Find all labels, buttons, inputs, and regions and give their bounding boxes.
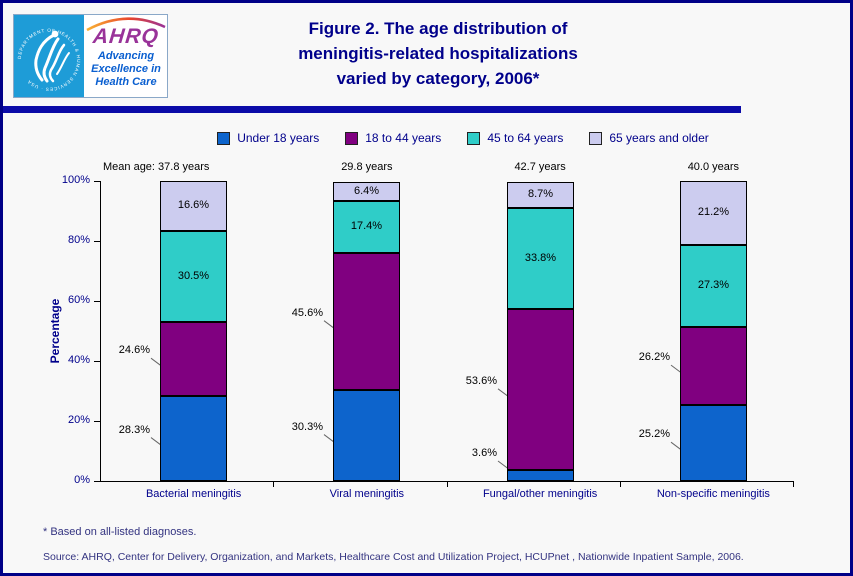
x-tick-mark — [446, 481, 448, 487]
bar-segment — [507, 181, 574, 208]
segment-label: 27.3% — [697, 278, 730, 291]
legend-label: 45 to 64 years — [487, 131, 564, 145]
bar-segment — [160, 396, 227, 481]
figure-title-line: meningitis-related hospitalizations — [298, 44, 578, 63]
y-axis-line — [100, 181, 101, 481]
legend-item: Under 18 years — [217, 131, 319, 145]
bar-segment — [333, 390, 400, 481]
segment-label: 53.6% — [465, 374, 497, 387]
segment-label: 28.3% — [118, 423, 150, 436]
figure-title-line: Figure 2. The age distribution of — [308, 19, 568, 38]
segment-label: 6.4% — [353, 184, 380, 197]
segment-label: 30.3% — [291, 420, 323, 433]
tagline-line: Advancing — [97, 50, 155, 62]
figure-title: Figure 2. The age distribution of mening… — [133, 16, 743, 91]
legend-swatch — [467, 131, 481, 145]
y-tick-label: 60% — [67, 294, 90, 306]
tagline-line: Health Care — [95, 76, 157, 88]
footnote: * Based on all-listed diagnoses. — [43, 526, 197, 538]
x-axis-label: Fungal/other meningitis — [482, 488, 598, 500]
bar-segment — [333, 253, 400, 391]
x-axis-label: Non-specific meningitis — [656, 488, 770, 500]
legend-item: 18 to 44 years — [345, 131, 441, 145]
bar-segment — [160, 181, 227, 231]
hhs-seal-icon: DEPARTMENT OF HEALTH & HUMAN SERVICES · … — [14, 15, 84, 97]
legend-label: Under 18 years — [237, 131, 320, 145]
legend-swatch — [589, 131, 603, 145]
chart-legend: Under 18 years 18 to 44 years 45 to 64 yea… — [123, 131, 803, 145]
bar-segment — [507, 309, 574, 471]
bar-segment — [507, 208, 574, 310]
legend-swatch — [217, 131, 231, 145]
hhs-eagle-icon: DEPARTMENT OF HEALTH & HUMAN SERVICES · … — [17, 28, 80, 92]
bar-segment — [160, 230, 227, 323]
segment-label: 25.2% — [638, 428, 670, 441]
x-axis-label: Bacterial meningitis — [145, 488, 242, 500]
x-axis-label: Viral meningitis — [329, 488, 405, 500]
bar-segment — [507, 470, 574, 481]
bar-segment — [680, 326, 747, 406]
mean-age-label: 29.8 years — [341, 161, 393, 173]
legend-item: 65 years and older — [589, 131, 709, 145]
y-tick-mark — [94, 241, 100, 242]
x-tick-mark — [273, 481, 275, 487]
segment-label: 17.4% — [350, 220, 383, 233]
ahrq-swoosh-icon — [86, 17, 166, 32]
ahrq-hhs-logo: DEPARTMENT OF HEALTH & HUMAN SERVICES · … — [13, 14, 168, 98]
ahrq-tagline: Advancing Excellence in Health Care — [91, 50, 161, 89]
tagline-line: Excellence in — [91, 63, 161, 75]
y-tick-mark — [94, 301, 100, 302]
y-tick-label: 20% — [67, 414, 90, 426]
segment-label: 21.2% — [697, 206, 730, 219]
ahrq-logo-block: AHRQ Advancing Excellence in Health Care — [84, 15, 168, 97]
y-tick-mark — [94, 181, 100, 182]
y-tick-label: 0% — [74, 474, 90, 486]
y-tick-mark — [94, 361, 100, 362]
segment-label: 16.6% — [177, 198, 210, 211]
segment-label: 33.8% — [524, 251, 557, 264]
bar-segment — [680, 244, 747, 327]
segment-label: 3.6% — [471, 447, 497, 459]
mean-age-label: 40.0 years — [687, 161, 740, 173]
segment-label: 45.6% — [291, 306, 323, 319]
segment-label: 30.5% — [177, 269, 210, 282]
legend-item: 45 to 64 years — [467, 131, 563, 145]
legend-label: 65 years and older — [609, 131, 709, 145]
y-tick-mark — [94, 481, 100, 482]
bar-segment — [333, 181, 400, 202]
chart-area: 0% 20% 40% 60% 80% 100% Mean age: 37.8 years 29… — [3, 3, 850, 573]
figure-title-line: varied by category, 2006* — [336, 69, 540, 88]
mean-age-label: 42.7 years — [514, 161, 566, 173]
x-tick-mark — [793, 481, 794, 487]
bar-segment — [333, 201, 400, 254]
bar-segment — [680, 405, 747, 481]
legend-swatch — [345, 131, 359, 145]
segment-label: 26.2% — [638, 351, 670, 364]
bar-segment — [160, 322, 227, 397]
source-line: Source: AHRQ, Center for Delivery, Organ… — [43, 551, 744, 563]
y-tick-label: 40% — [67, 354, 90, 366]
segment-label: 8.7% — [527, 187, 554, 200]
legend-label: 18 to 44 years — [365, 131, 442, 145]
y-tick-label: 100% — [61, 174, 90, 186]
bar-segment — [680, 181, 747, 245]
x-tick-mark — [619, 481, 621, 487]
header-divider — [3, 106, 741, 113]
mean-age-label: Mean age: 37.8 years — [103, 161, 210, 173]
segment-label: 24.6% — [118, 344, 150, 357]
y-tick-label: 80% — [67, 234, 90, 246]
y-tick-mark — [94, 421, 100, 422]
